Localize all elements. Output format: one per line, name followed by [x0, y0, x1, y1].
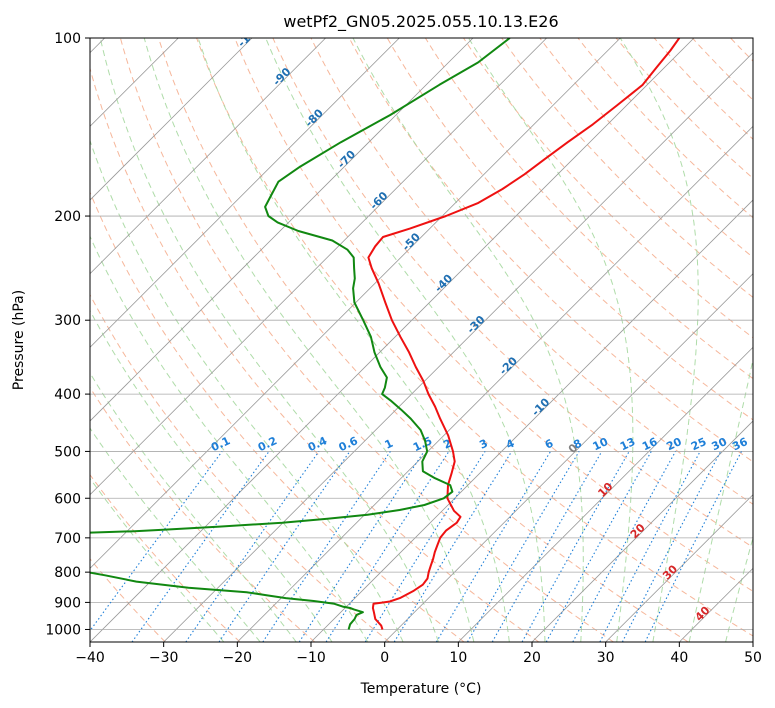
- dry-adiabat-line: [90, 191, 465, 642]
- moist-adiabat-line: [688, 356, 753, 642]
- mixing-ratio-line: [545, 451, 652, 642]
- moist-adiabat-line: [90, 139, 404, 642]
- moist-adiabat-line: [265, 38, 546, 642]
- dry-adiabat-line: [90, 386, 316, 642]
- dry-adiabat-line: [158, 38, 689, 642]
- x-tick-label: 50: [744, 650, 762, 666]
- mixing-ratio-line: [644, 451, 742, 642]
- dry-adiabat-line: [501, 38, 753, 298]
- isotherm-line: [458, 346, 753, 642]
- mixing-ratio-label: 36: [730, 435, 750, 453]
- mixing-ratio-line: [218, 451, 351, 642]
- dry-adiabat-line: [424, 38, 753, 380]
- x-tick-label: −40: [75, 650, 105, 666]
- sounding-profiles: [90, 38, 681, 630]
- moist-adiabat-line: [197, 38, 510, 642]
- mixing-ratio-line: [131, 451, 270, 642]
- isotherm-line: [90, 38, 253, 201]
- mixing-ratio-line: [621, 451, 722, 642]
- isotherm-line: [384, 273, 753, 642]
- mixing-ratio-line: [572, 451, 676, 642]
- x-tick-label: 30: [597, 650, 615, 666]
- mixing-ratio-label: 13: [618, 435, 637, 453]
- y-tick-label: 800: [54, 565, 81, 581]
- y-tick-label: 200: [54, 209, 81, 225]
- isotherm-line: [237, 125, 753, 642]
- mixing-ratio-label: 30: [710, 435, 730, 453]
- moist-adiabat-line: [90, 477, 225, 642]
- dry-adiabat-line: [234, 38, 753, 592]
- dry-adiabat-line: [90, 66, 540, 642]
- dry-adiabat-line: [272, 38, 753, 548]
- dry-adiabat-line: [196, 38, 753, 637]
- isotherm-line: [163, 52, 753, 642]
- dry-adiabat-line: [386, 38, 753, 421]
- isotherm-line: [90, 38, 621, 569]
- isotherm-line: [310, 199, 753, 642]
- mixing-ratio-line: [298, 451, 425, 642]
- mixing-ratio-label: 10: [591, 435, 611, 453]
- mixing-ratio-line: [521, 451, 630, 642]
- dry-adiabat-line: [615, 38, 753, 179]
- mixing-ratio-line: [262, 451, 391, 642]
- mixing-ratio-label: 20: [664, 435, 684, 453]
- y-tick-label: 1000: [45, 622, 81, 638]
- moist-adiabat-line: [143, 38, 475, 642]
- mixing-ratio-label: 16: [640, 435, 660, 453]
- dewpoint-profile-line: [90, 38, 511, 630]
- dry-adiabat-line: [539, 38, 753, 259]
- mixing-ratio-line: [393, 451, 513, 642]
- moist-adiabat-line: [619, 38, 699, 642]
- isotherm-line: [531, 420, 753, 642]
- y-tick-label: 300: [54, 313, 81, 329]
- y-tick-label: 900: [54, 595, 81, 611]
- x-tick-label: 40: [670, 650, 688, 666]
- dry-adiabat-label: -100: [235, 21, 264, 50]
- x-tick-label: 0: [380, 650, 389, 666]
- isotherm-line: [90, 38, 474, 422]
- mixing-ratio-line: [90, 451, 223, 632]
- dry-adiabat-line: [310, 38, 753, 505]
- moist-adiabat-line: [90, 235, 369, 642]
- temperature-profile-line: [367, 38, 681, 630]
- y-axis: 100 200 300 400 500 600 700 800 900 1000: [45, 31, 90, 638]
- isotherm-line: [90, 38, 547, 496]
- x-tick-label: −30: [149, 650, 179, 666]
- x-axis-label: Temperature (°C): [360, 681, 482, 697]
- x-tick-label: 10: [449, 650, 467, 666]
- background-lines: [90, 38, 753, 642]
- y-tick-label: 100: [54, 31, 81, 47]
- y-tick-label: 400: [54, 387, 81, 403]
- moist-adiabat-line: [90, 427, 261, 642]
- moist-adiabat-line: [90, 372, 297, 642]
- chart-title: wetPf2_GN05.2025.055.10.13.E26: [283, 12, 558, 32]
- dry-adiabat-line: [119, 38, 614, 642]
- moist-adiabat-line: [99, 38, 439, 642]
- y-tick-label: 500: [54, 444, 81, 460]
- dry-adiabat-line: [90, 473, 241, 642]
- isotherm-line: [90, 38, 695, 642]
- dry-adiabat-line: [90, 293, 390, 642]
- isotherm-line: [90, 38, 400, 348]
- moist-adiabat-line: [725, 535, 753, 642]
- y-tick-label: 700: [54, 531, 81, 547]
- plot-frame: [89, 37, 754, 643]
- x-tick-label: −20: [223, 650, 253, 666]
- x-axis: −40 −30 −20 −10 0 10 20 30 40 50: [75, 642, 762, 666]
- x-tick-label: 20: [523, 650, 541, 666]
- isotherm-line: [90, 38, 326, 275]
- dry-adiabat-line: [348, 38, 753, 463]
- y-tick-label: 600: [54, 491, 81, 507]
- mixing-ratio-line: [325, 451, 450, 642]
- moist-adiabat-line: [352, 38, 584, 642]
- x-tick-label: −10: [296, 650, 326, 666]
- y-axis-label: Pressure (hPa): [11, 290, 27, 390]
- plot-area: [90, 38, 753, 642]
- mixing-ratio-label: 25: [689, 435, 708, 453]
- mixing-ratio-line: [185, 451, 320, 642]
- isotherm-line: [605, 494, 753, 642]
